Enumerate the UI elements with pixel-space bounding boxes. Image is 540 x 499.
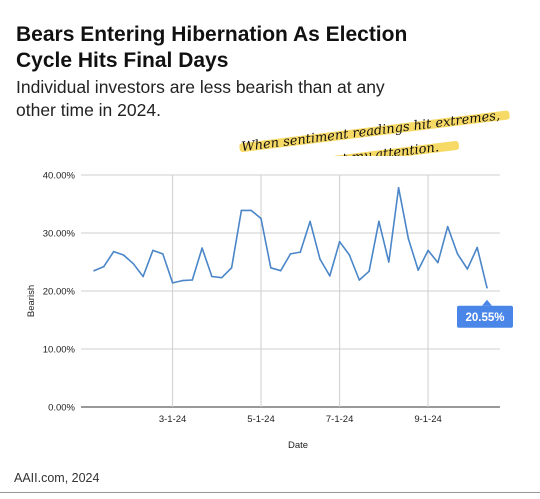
data-point [201, 247, 203, 249]
data-point [348, 254, 351, 256]
data-point [230, 267, 233, 269]
data-point [456, 253, 459, 255]
callout-value: 20.55% [465, 312, 504, 324]
x-tick-label: 7-1-24 [326, 414, 353, 425]
y-tick-label: 0.00% [48, 403, 75, 414]
data-point [319, 258, 321, 260]
data-point [466, 268, 469, 270]
series-bearish [93, 186, 488, 289]
source-note: AAII.com, 2024 [14, 471, 100, 485]
y-tick-label: 30.00% [43, 229, 76, 240]
x-tick-label: 3-1-24 [159, 414, 186, 425]
data-point [299, 251, 302, 253]
y-axis-title: Bearish [26, 285, 37, 317]
footer-divider [0, 492, 540, 493]
data-point [103, 265, 105, 268]
data-point [289, 253, 292, 255]
annotation-highlight-1 [239, 110, 510, 153]
data-point [427, 249, 429, 252]
data-point [112, 250, 115, 253]
data-point [437, 261, 439, 264]
data-point [476, 246, 478, 249]
x-tick-label: 9-1-24 [414, 414, 441, 425]
data-point [171, 282, 174, 284]
chart-area: 0.00% 10.00% 20.00% 30.00% 40.00% 3-1-24 5-1-… [18, 156, 522, 456]
data-point [142, 275, 144, 278]
x-axis: 3-1-24 5-1-24 7-1-24 9-1-24 [159, 414, 442, 425]
data-point [378, 220, 380, 223]
y-tick-label: 40.00% [43, 171, 76, 182]
data-point [152, 249, 154, 252]
y-axis: 0.00% 10.00% 20.00% 30.00% 40.00% [43, 171, 76, 414]
data-point [417, 269, 420, 271]
data-point [338, 240, 341, 243]
data-point [397, 186, 400, 189]
data-point [220, 276, 223, 279]
chart-gridlines [81, 174, 500, 408]
data-point [260, 217, 262, 220]
data-point [279, 269, 282, 272]
data-point [387, 261, 390, 263]
chart-title: Bears Entering Hibernation As Election C… [16, 23, 408, 72]
data-point [329, 275, 331, 277]
callout-pointer [482, 299, 492, 306]
data-point [122, 254, 125, 256]
callout-box [457, 305, 513, 328]
data-point [368, 270, 370, 273]
chart-subtitle: Individual investors are less bearish th… [16, 77, 385, 120]
data-point [250, 209, 252, 212]
data-point [358, 279, 361, 281]
y-tick-label: 10.00% [43, 345, 76, 356]
data-point [161, 253, 164, 255]
data-point [446, 225, 449, 228]
data-point [309, 220, 311, 223]
data-point [270, 267, 272, 269]
data-point [211, 275, 213, 278]
data-point [132, 262, 135, 265]
x-axis-title: Date [288, 440, 308, 451]
data-point [191, 279, 194, 281]
data-point [181, 279, 184, 282]
y-tick-label: 20.00% [43, 287, 76, 298]
bearish-line-chart: 0.00% 10.00% 20.00% 30.00% 40.00% 3-1-24 5-1-… [26, 171, 513, 451]
x-tick-label: 5-1-24 [247, 414, 274, 425]
data-point [486, 287, 488, 289]
data-point [240, 209, 243, 212]
last-value-callout: 20.55% [457, 299, 513, 328]
data-point [93, 269, 95, 272]
data-point [407, 238, 410, 240]
